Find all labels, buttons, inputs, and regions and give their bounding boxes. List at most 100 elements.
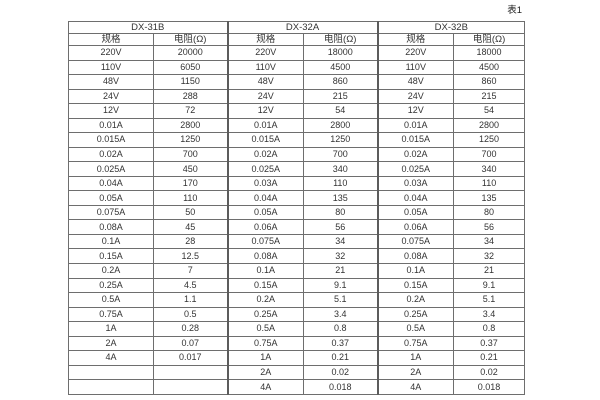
resistance-cell: 4500: [303, 59, 379, 76]
spec-cell: 0.25A: [226, 306, 305, 323]
spec-cell: 0.08A: [68, 219, 154, 235]
resistance-cell: 54: [453, 103, 526, 119]
spec-cell: 220V: [68, 45, 154, 61]
resistance-cell: 5.1: [303, 292, 379, 308]
resistance-cell: [152, 364, 229, 381]
spec-cell: 0.15A: [68, 248, 154, 264]
spec-cell: 0.02A: [68, 146, 154, 163]
resistance-cell: 80: [453, 204, 526, 221]
table-row: 0.075A 50 0.05A 80 0.05A 80: [68, 204, 526, 221]
resistance-cell: 4.5: [152, 277, 229, 294]
resistance-cell: 0.018: [303, 379, 379, 395]
resistance-cell: [152, 379, 229, 395]
resistance-column-header: 电阻(Ω): [303, 33, 379, 46]
table-row: 0.15A 12.5 0.08A 32 0.08A 32: [68, 248, 526, 264]
table-row: 0.015A 1250 0.015A 1250 0.015A 1250: [68, 132, 526, 148]
spec-cell: 48V: [376, 74, 455, 90]
spec-cell: 0.15A: [376, 277, 455, 294]
spec-cell: 2A: [226, 364, 305, 381]
spec-cell: 0.015A: [226, 132, 305, 148]
table-body: 220V 20000 220V 18000 220V 18000 110V 6050 110V 4…: [68, 45, 526, 395]
table-row: 24V 288 24V 215 24V 215: [68, 88, 526, 105]
spec-cell: 0.06A: [226, 219, 305, 235]
resistance-cell: 28: [152, 233, 229, 250]
table-row: 110V 6050 110V 4500 110V 4500: [68, 59, 526, 76]
spec-cell: 0.1A: [68, 233, 154, 250]
table-row: 0.025A 450 0.025A 340 0.025A 340: [68, 161, 526, 177]
resistance-cell: 21: [453, 262, 526, 279]
resistance-cell: 0.5: [152, 306, 229, 323]
resistance-cell: 34: [453, 233, 526, 250]
resistance-cell: 72: [152, 103, 229, 119]
spec-cell: [68, 379, 154, 395]
resistance-cell: 110: [152, 190, 229, 206]
spec-cell: 0.5A: [376, 321, 455, 337]
resistance-cell: 7: [152, 262, 229, 279]
spec-cell: 0.015A: [68, 132, 154, 148]
table-row: 2A 0.02 2A 0.02: [68, 364, 526, 381]
group-header-dx-31b: DX-31B: [67, 21, 229, 34]
spec-cell: 0.075A: [226, 233, 305, 250]
resistance-cell: 450: [152, 161, 229, 177]
table-row: 0.05A 110 0.04A 135 0.04A 135: [68, 190, 526, 206]
resistance-cell: 56: [453, 219, 526, 235]
resistance-cell: 340: [303, 161, 379, 177]
group-header-dx-32b: DX-32B: [376, 21, 526, 34]
resistance-cell: 0.017: [152, 350, 229, 366]
resistance-cell: 110: [303, 175, 379, 192]
spec-cell: 1A: [226, 350, 305, 366]
group-header-dx-32a: DX-32A: [226, 21, 379, 34]
spec-cell: 0.02A: [226, 146, 305, 163]
resistance-cell: 1250: [152, 132, 229, 148]
spec-cell: 0.75A: [68, 306, 154, 323]
spec-cell: 0.75A: [226, 335, 305, 352]
resistance-cell: 860: [453, 74, 526, 90]
spec-cell: 0.06A: [376, 219, 455, 235]
spec-cell: 0.05A: [68, 190, 154, 206]
spec-cell: 0.075A: [68, 204, 154, 221]
table-row: 220V 20000 220V 18000 220V 18000: [68, 45, 526, 61]
spec-cell: 0.075A: [376, 233, 455, 250]
table-row: 0.75A 0.5 0.25A 3.4 0.25A 3.4: [68, 306, 526, 323]
resistance-cell: 135: [453, 190, 526, 206]
table-row: 0.08A 45 0.06A 56 0.06A 56: [68, 219, 526, 235]
spec-cell: 0.04A: [226, 190, 305, 206]
resistance-cell: 18000: [453, 45, 526, 61]
spec-cell: 0.01A: [226, 117, 305, 134]
subheader-row: 规格 电阻(Ω) 规格 电阻(Ω) 规格 电阻(Ω): [68, 33, 526, 46]
resistance-cell: 50: [152, 204, 229, 221]
spec-cell: 110V: [376, 59, 455, 76]
table-row: 0.5A 1.1 0.2A 5.1 0.2A 5.1: [68, 292, 526, 308]
spec-cell: 0.02A: [376, 146, 455, 163]
resistance-cell: 0.8: [453, 321, 526, 337]
resistance-cell: 135: [303, 190, 379, 206]
table-row: 0.01A 2800 0.01A 2800 0.01A 2800: [68, 117, 526, 134]
resistance-cell: 56: [303, 219, 379, 235]
spec-cell: 0.25A: [68, 277, 154, 294]
spec-cell: 110V: [68, 59, 154, 76]
resistance-cell: 0.28: [152, 321, 229, 337]
resistance-cell: 3.4: [453, 306, 526, 323]
table-row: 12V 72 12V 54 12V 54: [68, 103, 526, 119]
spec-cell: 0.01A: [68, 117, 154, 134]
resistance-cell: 4500: [453, 59, 526, 76]
spec-cell: 4A: [226, 379, 305, 395]
resistance-cell: 215: [453, 88, 526, 105]
spec-cell: 0.015A: [376, 132, 455, 148]
resistance-cell: 700: [152, 146, 229, 163]
spec-cell: 0.05A: [376, 204, 455, 221]
spec-cell: 0.04A: [68, 175, 154, 192]
spec-cell: 24V: [68, 88, 154, 105]
resistance-cell: 12.5: [152, 248, 229, 264]
spec-cell: 0.03A: [376, 175, 455, 192]
spec-cell: 0.03A: [226, 175, 305, 192]
resistance-cell: 5.1: [453, 292, 526, 308]
table-row: 0.02A 700 0.02A 700 0.02A 700: [68, 146, 526, 163]
table-row: 0.2A 7 0.1A 21 0.1A 21: [68, 262, 526, 279]
spec-cell: 220V: [226, 45, 305, 61]
spec-cell: 0.5A: [226, 321, 305, 337]
resistance-cell: 32: [303, 248, 379, 264]
table-row: 1A 0.28 0.5A 0.8 0.5A 0.8: [68, 321, 526, 337]
spec-cell: 0.08A: [376, 248, 455, 264]
